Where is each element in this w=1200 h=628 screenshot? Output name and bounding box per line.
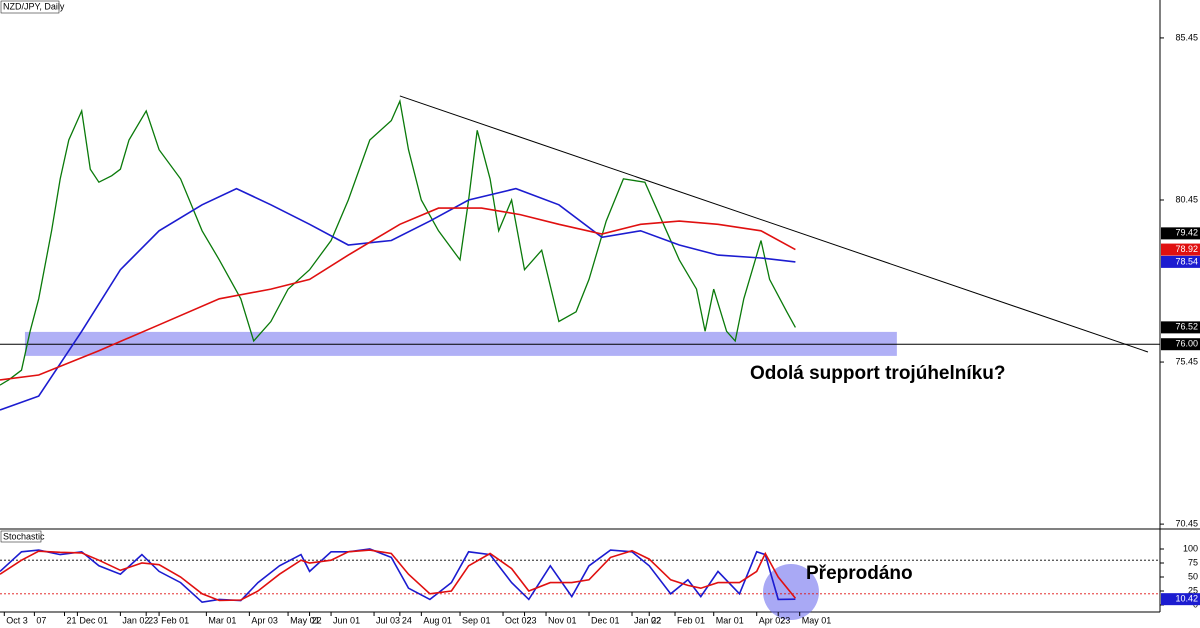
y-tick-label: 85.45 xyxy=(1175,32,1198,42)
x-tick-label: Oct 3 xyxy=(6,615,28,625)
y-tick-label: 75 xyxy=(1188,557,1198,567)
annotation: Přeprodáno xyxy=(806,563,913,584)
x-tick-label: Feb 01 xyxy=(677,615,705,625)
annotation: Odolá support trojúhelníku? xyxy=(750,363,1005,384)
x-tick-label: Aug 01 xyxy=(423,615,452,625)
chart-title: NZD/JPY, Daily xyxy=(3,1,65,11)
price-label: 78.92 xyxy=(1175,244,1198,254)
price-label: 76.52 xyxy=(1175,322,1198,332)
current-value-label: 10.42 xyxy=(1175,594,1198,604)
x-tick-label: Dec 01 xyxy=(79,615,108,625)
price-label-box xyxy=(1161,338,1200,351)
price-label-box xyxy=(1161,255,1200,268)
x-tick-label: Jul 03 xyxy=(376,615,400,625)
y-tick-label: 70.45 xyxy=(1175,518,1198,528)
stoch-title-box xyxy=(0,530,42,543)
y-tick-label: 25 xyxy=(1188,585,1198,595)
x-tick-label: Sep 01 xyxy=(462,615,491,625)
series-line xyxy=(0,549,797,602)
series-line xyxy=(0,98,796,386)
x-tick-label: Feb 01 xyxy=(161,615,189,625)
x-tick-label: 23 xyxy=(527,615,537,625)
title-box xyxy=(0,0,60,14)
price-label-box xyxy=(1161,227,1200,240)
stoch-title: Stochastic xyxy=(3,531,45,541)
x-tick-label: Mar 01 xyxy=(208,615,236,625)
x-tick-label: Jun 01 xyxy=(333,615,360,625)
price-label-box xyxy=(1161,321,1200,334)
price-label: 78.54 xyxy=(1175,256,1198,266)
y-tick-label: 75.45 xyxy=(1175,356,1198,366)
x-tick-label: 24 xyxy=(402,615,412,625)
current-value-box xyxy=(1161,593,1200,606)
x-tick-label: Apr 03 xyxy=(251,615,278,625)
x-tick-label: May 01 xyxy=(290,615,320,625)
y-tick-label: 50 xyxy=(1188,571,1198,581)
x-tick-label: 07 xyxy=(36,615,46,625)
series-line xyxy=(0,187,796,411)
y-tick-label: 80.45 xyxy=(1175,194,1198,204)
x-tick-label: 22 xyxy=(651,615,661,625)
y-tick-label: 100 xyxy=(1183,543,1198,553)
x-tick-label: Dec 01 xyxy=(591,615,620,625)
x-tick-label: 23 xyxy=(780,615,790,625)
series-line xyxy=(0,207,796,381)
price-label-box xyxy=(1161,243,1200,256)
series-line xyxy=(0,548,796,604)
x-tick-label: May 01 xyxy=(802,615,832,625)
x-tick-label: Apr 02 xyxy=(759,615,786,625)
x-tick-label: Nov 01 xyxy=(548,615,577,625)
x-tick-label: Oct 02 xyxy=(505,615,532,625)
x-tick-label: Jan 02 xyxy=(634,615,661,625)
x-tick-label: 23 xyxy=(148,615,158,625)
x-tick-label: Mar 01 xyxy=(716,615,744,625)
x-tick-label: 22 xyxy=(312,615,322,625)
price-label: 76.00 xyxy=(1175,339,1198,349)
x-tick-label: Jan 02 xyxy=(122,615,149,625)
x-tick-label: 21 xyxy=(66,615,76,625)
trendline xyxy=(399,95,1149,353)
price-label: 79.42 xyxy=(1175,228,1198,238)
